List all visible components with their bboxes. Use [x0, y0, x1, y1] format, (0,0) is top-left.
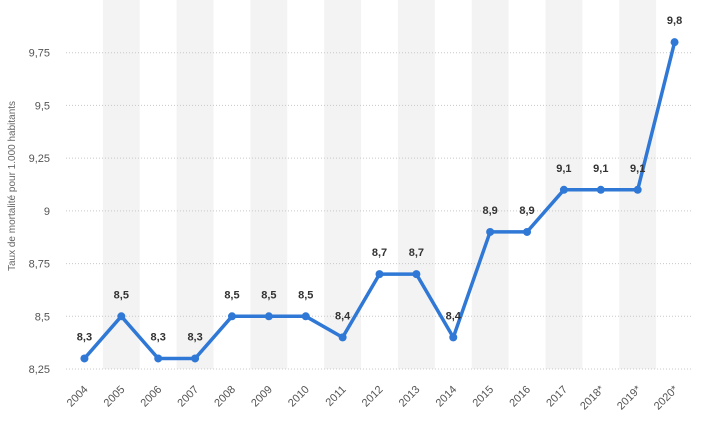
data-label: 8,7	[372, 247, 387, 259]
x-tick-label: 2005	[102, 384, 128, 410]
column-band	[324, 0, 362, 369]
series-line	[82, 40, 677, 361]
data-point[interactable]	[523, 227, 532, 236]
x-tick-label: 2007	[175, 384, 201, 410]
column-band	[471, 0, 509, 369]
x-tick-label: 2014	[434, 384, 460, 410]
x-tick-label: 2011	[324, 384, 349, 409]
y-axis-label: Taux de mortalité pour 1.000 habitants	[7, 101, 18, 271]
column-bands	[102, 0, 657, 369]
data-label: 8,3	[77, 331, 92, 343]
data-label: 8,7	[409, 247, 424, 259]
data-labels: 8,3 8,5 8,3 8,3 8,5 8,5 8,5 8,4 8,7 8,7 8,4 8,9 8,9 9…	[77, 15, 682, 343]
data-point[interactable]	[633, 185, 642, 194]
column-band	[397, 0, 435, 369]
data-label: 8,3	[151, 331, 166, 343]
data-points	[80, 38, 679, 363]
data-point[interactable]	[670, 38, 679, 47]
column-band	[176, 0, 214, 369]
y-tick-label: 8,75	[29, 259, 50, 271]
column-band	[250, 0, 288, 369]
x-tick-label: 2012	[360, 384, 386, 410]
data-point[interactable]	[117, 312, 126, 321]
data-point[interactable]	[227, 312, 236, 321]
x-tick-label: 2015	[470, 384, 496, 410]
data-label: 8,4	[446, 310, 462, 322]
data-label: 8,3	[187, 331, 202, 343]
y-tick-label: 8,5	[35, 311, 50, 323]
data-point[interactable]	[486, 227, 495, 236]
data-label: 9,1	[630, 163, 645, 175]
x-tick-label: 2006	[139, 384, 165, 410]
data-point[interactable]	[559, 185, 568, 194]
x-tick-label: 2017	[544, 384, 570, 410]
data-label: 8,5	[261, 289, 276, 301]
data-point[interactable]	[301, 312, 310, 321]
y-tick-label: 8,25	[29, 364, 50, 376]
data-label: 8,4	[335, 310, 351, 322]
column-band	[545, 0, 583, 369]
series-line-group	[82, 40, 677, 361]
y-tick-label: 9,75	[29, 48, 50, 60]
x-tick-label: 2019*	[615, 383, 644, 412]
x-axis-ticks: 2004 2005 2006 2007 2008 2009 2010 2011 2012 2013…	[65, 383, 681, 412]
x-tick-label: 2008	[212, 384, 238, 410]
data-label: 8,5	[298, 289, 313, 301]
data-label: 8,9	[519, 205, 534, 217]
x-tick-label: 2010	[286, 384, 312, 410]
data-point[interactable]	[596, 185, 605, 194]
data-label: 9,1	[593, 163, 608, 175]
data-point[interactable]	[412, 270, 421, 279]
x-tick-label: 2016	[507, 384, 533, 410]
data-point[interactable]	[80, 354, 89, 363]
data-point[interactable]	[449, 333, 458, 342]
data-label: 8,5	[224, 289, 239, 301]
data-label: 9,8	[667, 15, 682, 27]
gridlines	[66, 52, 693, 370]
y-axis-ticks: 8,25 8,5 8,75 9 9,25 9,5 9,75	[29, 48, 50, 376]
y-tick-label: 9	[44, 206, 50, 218]
data-label: 8,9	[482, 205, 497, 217]
data-label: 9,1	[556, 163, 571, 175]
column-band	[102, 0, 140, 369]
data-label: 8,5	[114, 289, 129, 301]
data-point[interactable]	[375, 270, 384, 279]
x-tick-label: 2009	[249, 384, 275, 410]
x-tick-label: 2020*	[652, 383, 681, 412]
data-point[interactable]	[264, 312, 273, 321]
x-tick-label: 2018*	[578, 383, 607, 412]
y-tick-label: 9,25	[29, 153, 50, 165]
data-point[interactable]	[154, 354, 163, 363]
x-tick-label: 2013	[397, 384, 423, 410]
x-tick-label: 2004	[65, 384, 91, 410]
data-point[interactable]	[191, 354, 200, 363]
data-point[interactable]	[338, 333, 347, 342]
y-tick-label: 9,5	[35, 100, 50, 112]
